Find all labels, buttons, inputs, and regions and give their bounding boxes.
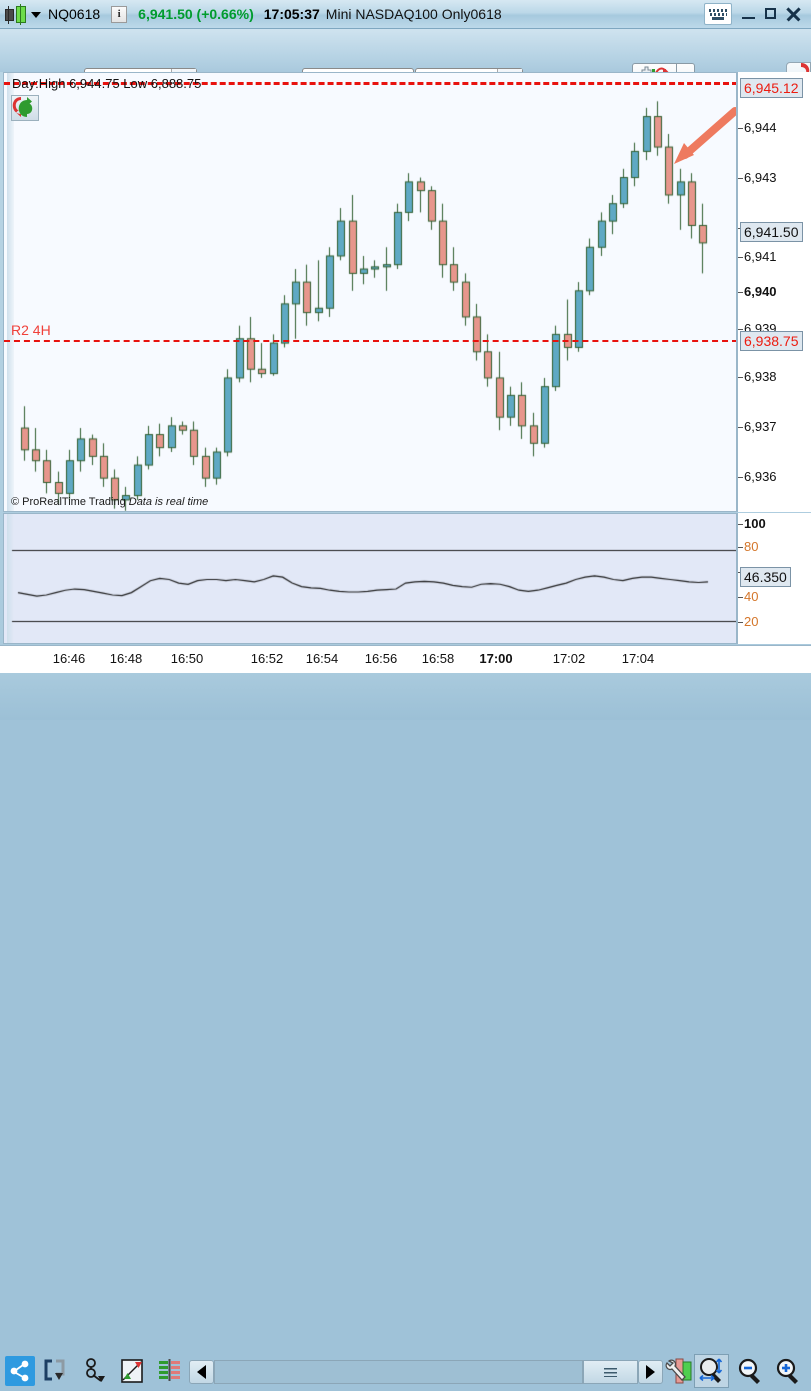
price-chart-area: R2 4H Day:High 6,944.75 Low 6,888.75 © P… [0, 72, 811, 512]
chart-scrollbar[interactable] [214, 1360, 583, 1384]
time-tick: 16:48 [109, 651, 143, 666]
day-range-header: Day:High 6,944.75 Low 6,888.75 [12, 76, 202, 91]
arrow-annotation[interactable] [669, 105, 736, 172]
zoom-fit-icon[interactable] [697, 1356, 727, 1386]
credit-text: © ProRealTime Trading [11, 496, 126, 508]
scroll-right-icon[interactable] [638, 1360, 663, 1384]
chart-properties-icon[interactable] [118, 1356, 148, 1386]
time-tick: 16:58 [421, 651, 455, 666]
price-tick: 6,936 [738, 469, 777, 484]
price-tick: 6,944 [738, 120, 777, 135]
r2-level-label: R2 4H [11, 322, 51, 338]
time-tick: 16:56 [364, 651, 398, 666]
drawing-tool-icon[interactable] [80, 1356, 110, 1386]
candles-canvas [4, 73, 736, 511]
time-tick: 17:02 [552, 651, 586, 666]
credit-subtext: Data is real time [128, 496, 209, 508]
price-marker[interactable]: 6,941.50 [740, 222, 803, 242]
chart-window: NQ0618 i 6,941.50 (+0.66%) 17:05:37 Mini… [0, 0, 811, 720]
keyboard-icon[interactable] [704, 3, 732, 25]
indicator-tick: 20 [738, 614, 758, 629]
price-tick: 6,941 [738, 249, 777, 264]
insert-bracket-icon[interactable] [41, 1356, 71, 1386]
indicator-tick: 100 [738, 516, 766, 531]
candlestick-icon[interactable] [3, 3, 29, 25]
price-tick: 6,943 [738, 170, 777, 185]
refresh-icon[interactable] [11, 95, 39, 121]
time-tick: 17:04 [621, 651, 655, 666]
time-tick: 16:52 [250, 651, 284, 666]
price-marker[interactable]: 6,938.75 [740, 331, 803, 351]
time-tick: 16:54 [305, 651, 339, 666]
r2-level-line [4, 340, 736, 342]
window-controls [704, 3, 811, 25]
close-icon[interactable] [783, 4, 803, 24]
price-tick: 6,937 [738, 419, 777, 434]
indicator-value-badge: 46.350 [740, 567, 791, 587]
price-marker[interactable]: 6,945.12 [740, 78, 803, 98]
indicator-tick: 80 [738, 539, 758, 554]
chevron-down-icon[interactable] [31, 12, 41, 18]
last-update-time: 17:05:37 [263, 6, 320, 22]
indicator-tick: 40 [738, 589, 758, 604]
indicator-area: 10080604020 46.350 [0, 513, 811, 644]
order-ladder-icon[interactable] [155, 1356, 185, 1386]
chart-credit: © ProRealTime Trading Data is real time [11, 496, 208, 508]
share-icon[interactable] [5, 1356, 35, 1386]
price-tick: 6,940 [738, 284, 777, 299]
rsi-canvas [4, 514, 736, 643]
scroll-grip[interactable] [583, 1360, 638, 1384]
title-bar: NQ0618 i 6,941.50 (+0.66%) 17:05:37 Mini… [0, 0, 811, 29]
time-tick: 17:00 [479, 651, 513, 666]
time-tick: 16:46 [52, 651, 86, 666]
scroll-left-icon[interactable] [189, 1360, 214, 1384]
price-axis[interactable]: 6,9446,9436,9426,9416,9406,9396,9386,937… [737, 72, 811, 512]
time-tick: 16:50 [170, 651, 204, 666]
last-price: 6,941.50 (+0.66%) [138, 6, 254, 22]
time-axis[interactable]: 16:46 16:48 16:50 16:52 16:54 16:56 16:58 17:00… [0, 645, 811, 675]
maximize-icon[interactable] [761, 4, 781, 24]
rsi-panel[interactable] [3, 513, 737, 644]
wrench-settings-icon[interactable] [665, 1356, 695, 1386]
indicator-axis[interactable]: 10080604020 46.350 [737, 513, 811, 644]
minimize-icon[interactable] [739, 4, 759, 24]
instrument-symbol[interactable]: NQ0618 [48, 6, 101, 22]
candlestick-chart[interactable]: R2 4H Day:High 6,944.75 Low 6,888.75 © P… [3, 72, 737, 512]
bottom-toolbar [0, 673, 811, 1388]
price-tick: 6,938 [738, 369, 777, 384]
zoom-in-icon[interactable] [773, 1356, 803, 1386]
info-icon[interactable]: i [111, 5, 128, 23]
zoom-out-icon[interactable] [735, 1356, 765, 1386]
chart-toolbar: 100 units 100 (x) ticks [0, 29, 811, 98]
instrument-description: Mini NASDAQ100 Only0618 [325, 6, 502, 22]
